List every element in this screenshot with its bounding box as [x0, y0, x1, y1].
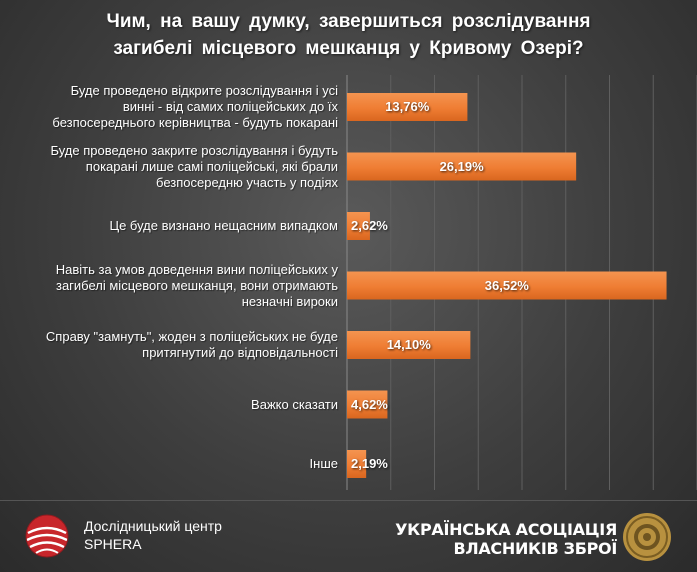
category-label-1-line-3: безпосереднього керівництва - будуть пок… — [52, 115, 338, 130]
value-label-3: 2,62% — [351, 218, 388, 233]
sphera-logo-icon — [25, 514, 69, 558]
category-label-7: Інше — [0, 456, 338, 472]
category-label-5: Справу "замнуть", жоден з поліцейських н… — [0, 329, 338, 361]
chart-title: Чим, на вашу думку, завершиться розсліду… — [0, 8, 697, 62]
association-seal-icon — [623, 513, 671, 561]
bar-7 — [347, 450, 367, 478]
value-label-4: 36,52% — [484, 277, 529, 293]
category-label-3: Це буде визнано нещасним випадком — [0, 218, 338, 234]
category-label-3-line-1: Це буде визнано нещасним випадком — [109, 218, 338, 233]
association-name: УКРАЇНСЬКА АСОЦІАЦІЯ ВЛАСНИКІВ ЗБРОЇ — [395, 520, 617, 558]
bar-3 — [347, 212, 370, 240]
category-label-4: Навіть за умов доведення вини поліцейськ… — [0, 262, 338, 310]
bar-4 — [347, 271, 667, 300]
category-label-5-line-2: притягнутий до відповідальності — [142, 345, 338, 360]
bar-2 — [347, 152, 577, 181]
sphera-caption-line-1: Дослідницький центр — [84, 518, 222, 534]
category-label-4-line-1: Навіть за умов доведення вини поліцейськ… — [55, 261, 338, 277]
category-label-1: Буде проведено відкрите розслідування і … — [0, 83, 338, 131]
category-label-5-line-1: Справу "замнуть", жоден з поліцейських н… — [45, 329, 338, 344]
association-name-line-2: ВЛАСНИКІВ ЗБРОЇ — [453, 539, 617, 558]
chart-bars — [347, 93, 667, 478]
category-label-2-line-1: Буде проведено закрите розслідування і б… — [50, 142, 338, 158]
sphera-caption: Дослідницький центр SPHERA — [84, 517, 222, 553]
value-label-6: 4,62% — [351, 396, 388, 412]
category-label-7-line-1: Інше — [309, 456, 338, 471]
category-label-4-line-3: незначні вироки — [241, 293, 338, 309]
chart-title-line-2: загибелі місцевого мешканця у Кривому Оз… — [113, 38, 584, 59]
category-label-2: Буде проведено закрите розслідування і б… — [0, 143, 338, 191]
category-label-2-line-2: покарані лише самі поліцейські, які брал… — [85, 158, 338, 174]
footer-divider — [0, 500, 697, 501]
sphera-caption-line-2: SPHERA — [84, 536, 142, 552]
category-label-6-line-1: Важко сказати — [251, 396, 338, 412]
value-label-7: 2,19% — [351, 456, 388, 471]
bar-6 — [347, 390, 388, 419]
value-label-1: 13,76% — [385, 99, 430, 114]
category-label-2-line-3: безпосередню участь у подіях — [156, 174, 338, 190]
category-label-1-line-2: винні - від самих поліцейських до їх — [122, 99, 338, 114]
category-label-1-line-1: Буде проведено відкрите розслідування і … — [70, 83, 338, 98]
value-label-5: 14,10% — [386, 337, 431, 352]
chart-title-line-1: Чим, на вашу думку, завершиться розсліду… — [106, 11, 591, 32]
bar-chart — [346, 75, 697, 490]
category-label-6: Важко сказати — [0, 397, 338, 413]
association-name-line-1: УКРАЇНСЬКА АСОЦІАЦІЯ — [395, 520, 617, 539]
category-label-4-line-2: загибелі місцевого мешканця, вони отрима… — [55, 277, 338, 293]
bar-5 — [347, 331, 471, 359]
value-label-2: 26,19% — [439, 158, 484, 174]
bar-1 — [347, 93, 468, 121]
